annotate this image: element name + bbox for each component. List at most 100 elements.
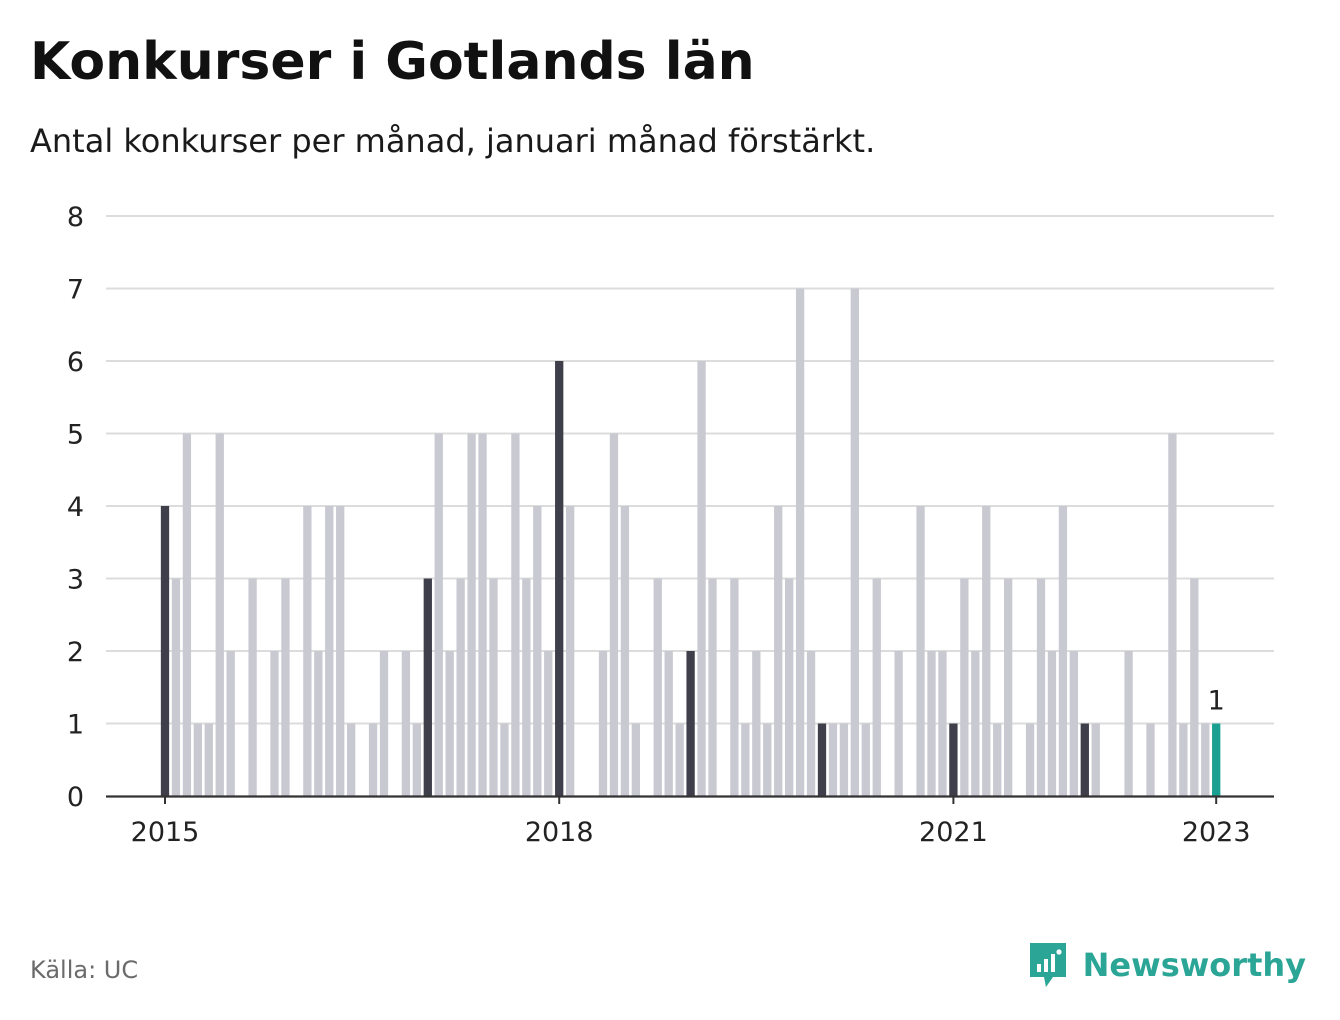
data-label: 1 (1208, 686, 1225, 717)
bar (171, 578, 181, 796)
bar (806, 651, 816, 796)
bar (828, 723, 838, 796)
y-tick-label: 5 (67, 420, 84, 451)
newsworthy-logo-icon (1029, 943, 1066, 987)
bar (763, 723, 772, 796)
bar (193, 723, 202, 796)
bar (1190, 578, 1199, 796)
source-note: Källa: UC (30, 956, 139, 984)
bar (927, 651, 936, 796)
bar (379, 651, 389, 796)
bar (401, 651, 411, 796)
bar (1069, 651, 1078, 796)
bar (467, 433, 476, 796)
bar (1179, 723, 1188, 796)
bar (412, 723, 421, 796)
axes (106, 795, 1274, 804)
bar-january (686, 651, 695, 796)
bar (566, 506, 575, 796)
x-tick-label: 2018 (525, 817, 594, 848)
bar-january (1080, 723, 1089, 796)
bar (1058, 506, 1068, 796)
bar (697, 361, 706, 796)
bar (752, 651, 761, 796)
y-tick-label: 6 (67, 347, 84, 378)
bar-january (423, 578, 432, 796)
bar (741, 723, 750, 796)
bar (1047, 651, 1057, 796)
bar (894, 651, 903, 796)
bar (368, 723, 378, 796)
bar (1091, 723, 1100, 796)
bar (653, 578, 662, 796)
bar (478, 433, 487, 796)
bar (533, 506, 542, 796)
bar (544, 651, 553, 796)
bar (708, 578, 717, 796)
y-tick-label: 2 (67, 637, 84, 668)
bar-january (160, 506, 170, 796)
bar (226, 651, 235, 796)
bar (631, 723, 640, 796)
bar (1004, 578, 1013, 796)
bar-january (555, 361, 564, 796)
tick-labels: 0 1 2 3 4 5 6 7 8 2015 2018 2021 2023 1 (67, 202, 1251, 848)
bar (489, 578, 498, 796)
bars (160, 288, 1221, 796)
bar (248, 578, 257, 796)
bar (861, 723, 870, 796)
brand-logo[interactable]: Newsworthy (1027, 940, 1306, 990)
bar (445, 651, 454, 796)
y-tick-label: 8 (67, 202, 84, 233)
chart-subtitle: Antal konkurser per månad, januari månad… (30, 122, 876, 160)
bar (1124, 651, 1133, 796)
bar (204, 723, 213, 796)
bar (456, 578, 465, 796)
bar (795, 288, 805, 796)
bar (314, 651, 323, 796)
bar (270, 651, 279, 796)
bar (675, 723, 684, 796)
bar (609, 433, 619, 796)
gridlines (106, 215, 1274, 725)
bar (774, 506, 783, 796)
bar (336, 506, 345, 796)
bar-latest (1212, 723, 1221, 796)
bar (522, 578, 531, 796)
brand-name: Newsworthy (1082, 946, 1306, 984)
bar (960, 578, 969, 796)
chart-title: Konkurser i Gotlands län (30, 32, 755, 92)
bar (730, 578, 739, 796)
bar-january (817, 723, 827, 796)
bar (325, 506, 334, 796)
x-tick-label: 2021 (919, 817, 988, 848)
y-tick-label: 3 (67, 565, 84, 596)
bar (971, 651, 980, 796)
x-tick-label: 2015 (131, 817, 200, 848)
bar (872, 578, 881, 796)
y-tick-label: 4 (67, 492, 84, 523)
bar (982, 506, 991, 796)
y-tick-label: 1 (67, 710, 84, 741)
y-tick-label: 7 (67, 275, 84, 306)
bar (182, 433, 192, 796)
bar-january (949, 723, 958, 796)
bar (434, 433, 443, 796)
bar (1168, 433, 1177, 796)
bar (281, 578, 290, 796)
bar (850, 288, 859, 796)
bar (993, 723, 1002, 796)
bar (839, 723, 849, 796)
bar (620, 506, 630, 796)
bar (500, 723, 509, 796)
bar (916, 506, 925, 796)
bar (664, 651, 673, 796)
bar (215, 433, 224, 796)
bar (1025, 723, 1035, 796)
bar (303, 506, 312, 796)
y-tick-label: 0 (67, 782, 84, 813)
bar (785, 578, 794, 796)
bar (938, 651, 947, 796)
bar (598, 651, 608, 796)
